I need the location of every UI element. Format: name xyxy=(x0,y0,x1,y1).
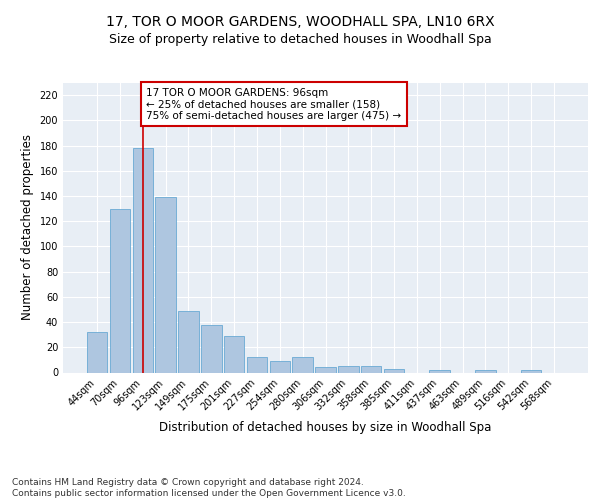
Bar xyxy=(292,358,313,372)
Bar xyxy=(247,358,267,372)
Bar xyxy=(155,197,176,372)
Bar xyxy=(201,324,221,372)
Bar xyxy=(521,370,541,372)
Bar xyxy=(361,366,382,372)
Bar xyxy=(224,336,244,372)
Text: Contains HM Land Registry data © Crown copyright and database right 2024.
Contai: Contains HM Land Registry data © Crown c… xyxy=(12,478,406,498)
Bar xyxy=(133,148,153,372)
Bar xyxy=(269,361,290,372)
Bar xyxy=(110,208,130,372)
Bar xyxy=(384,368,404,372)
Text: 17, TOR O MOOR GARDENS, WOODHALL SPA, LN10 6RX: 17, TOR O MOOR GARDENS, WOODHALL SPA, LN… xyxy=(106,16,494,30)
Bar xyxy=(475,370,496,372)
X-axis label: Distribution of detached houses by size in Woodhall Spa: Distribution of detached houses by size … xyxy=(160,420,491,434)
Bar xyxy=(315,368,336,372)
Bar xyxy=(338,366,359,372)
Bar xyxy=(87,332,107,372)
Text: 17 TOR O MOOR GARDENS: 96sqm
← 25% of detached houses are smaller (158)
75% of s: 17 TOR O MOOR GARDENS: 96sqm ← 25% of de… xyxy=(146,88,401,120)
Text: Size of property relative to detached houses in Woodhall Spa: Size of property relative to detached ho… xyxy=(109,32,491,46)
Y-axis label: Number of detached properties: Number of detached properties xyxy=(21,134,34,320)
Bar xyxy=(178,310,199,372)
Bar xyxy=(430,370,450,372)
